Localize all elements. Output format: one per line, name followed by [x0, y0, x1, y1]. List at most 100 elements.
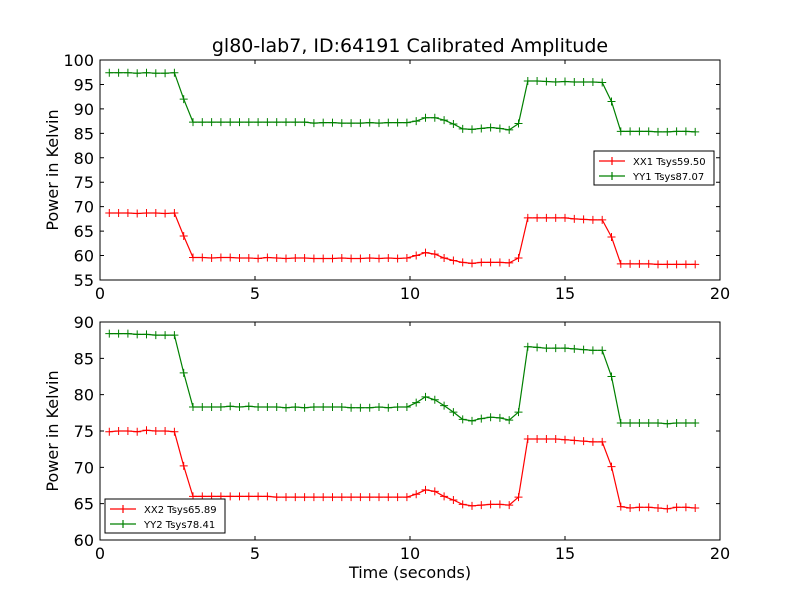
data-point [561, 213, 569, 222]
data-point [123, 329, 132, 338]
y-tick-label: 60 [74, 531, 94, 550]
data-point [523, 342, 532, 351]
data-point [607, 97, 616, 106]
data-point [226, 253, 235, 262]
x-tick-label: 10 [400, 284, 420, 303]
data-point [226, 402, 235, 411]
legend-box [593, 150, 715, 186]
data-point [663, 419, 672, 428]
data-point [681, 127, 690, 136]
data-point [105, 329, 114, 338]
data-point [421, 113, 430, 122]
data-point [681, 503, 690, 512]
data-point [551, 78, 560, 86]
data-point [570, 436, 579, 445]
data-point [542, 77, 551, 86]
data-point [384, 254, 393, 262]
data-point [626, 127, 635, 136]
data-point [430, 113, 439, 122]
data-point [533, 343, 542, 352]
data-point [300, 493, 309, 502]
data-point [505, 416, 514, 425]
data-point [672, 127, 681, 136]
data-point [189, 403, 197, 412]
data-point [207, 118, 216, 127]
data-point [309, 119, 318, 128]
data-point [486, 413, 495, 422]
x-tick-label: 10 [400, 544, 420, 563]
data-point [328, 254, 337, 263]
data-point [635, 259, 644, 268]
data-point [123, 68, 132, 77]
data-point [393, 254, 402, 263]
data-point [142, 209, 151, 218]
y-tick-label: 75 [74, 422, 94, 441]
plot-panel-1: 0 5 10 15 20 55 60 65 70 75 80 85 90 95 100 Power in Ke… [43, 51, 730, 303]
data-point [384, 118, 393, 127]
data-point [161, 427, 170, 435]
data-point [468, 125, 476, 134]
data-point [561, 435, 569, 444]
data-point [495, 500, 504, 509]
data-point [412, 398, 421, 407]
data-point [282, 403, 290, 412]
data-point [616, 502, 625, 511]
data-point [123, 427, 132, 435]
data-point [244, 118, 253, 127]
data-point [114, 427, 123, 435]
data-point [375, 119, 383, 128]
legend-label: YY2 Tsys78.41 [143, 520, 215, 531]
y-tick-label: 80 [74, 149, 94, 168]
data-point [523, 77, 532, 86]
data-point [449, 256, 458, 265]
legend-swatch [110, 505, 136, 513]
data-point [412, 117, 421, 126]
data-point [263, 253, 272, 262]
data-point [235, 492, 244, 501]
data-point [477, 414, 486, 423]
data-point [356, 403, 365, 412]
data-point [598, 437, 607, 446]
data-point [207, 254, 216, 262]
data-point [440, 254, 449, 262]
data-point [681, 419, 690, 428]
data-point [626, 419, 635, 428]
data-point [309, 254, 318, 263]
data-point [430, 395, 439, 404]
data-point [579, 215, 588, 224]
data-point [319, 118, 328, 127]
data-point [161, 331, 170, 340]
data-point [402, 254, 411, 262]
data-point [244, 402, 253, 411]
data-point [365, 403, 374, 412]
data-point [588, 78, 597, 86]
data-point [393, 493, 402, 502]
data-point [282, 118, 290, 127]
data-point [458, 500, 467, 509]
data-point [598, 78, 607, 87]
data-point [272, 254, 281, 262]
data-point [133, 427, 142, 436]
data-point [337, 254, 346, 262]
data-point [691, 419, 700, 428]
data-point [626, 259, 635, 268]
y-axis-title: Power in Kelvin [43, 370, 62, 491]
data-point [644, 419, 653, 428]
data-point [142, 426, 151, 435]
y-tick-label: 90 [74, 313, 94, 332]
data-point [430, 487, 439, 496]
data-point [607, 232, 616, 241]
y-axis-title: Power in Kelvin [43, 109, 62, 230]
data-point [105, 427, 114, 436]
data-point [356, 493, 365, 502]
data-point [691, 127, 700, 136]
data-point [607, 462, 616, 471]
data-point [626, 504, 635, 513]
data-point [533, 213, 542, 222]
y-tick-label: 95 [74, 75, 94, 94]
data-point [672, 503, 681, 512]
data-point [170, 209, 179, 218]
x-axis-title: Time (seconds) [348, 563, 471, 582]
data-point [356, 119, 365, 128]
data-point [170, 331, 179, 340]
